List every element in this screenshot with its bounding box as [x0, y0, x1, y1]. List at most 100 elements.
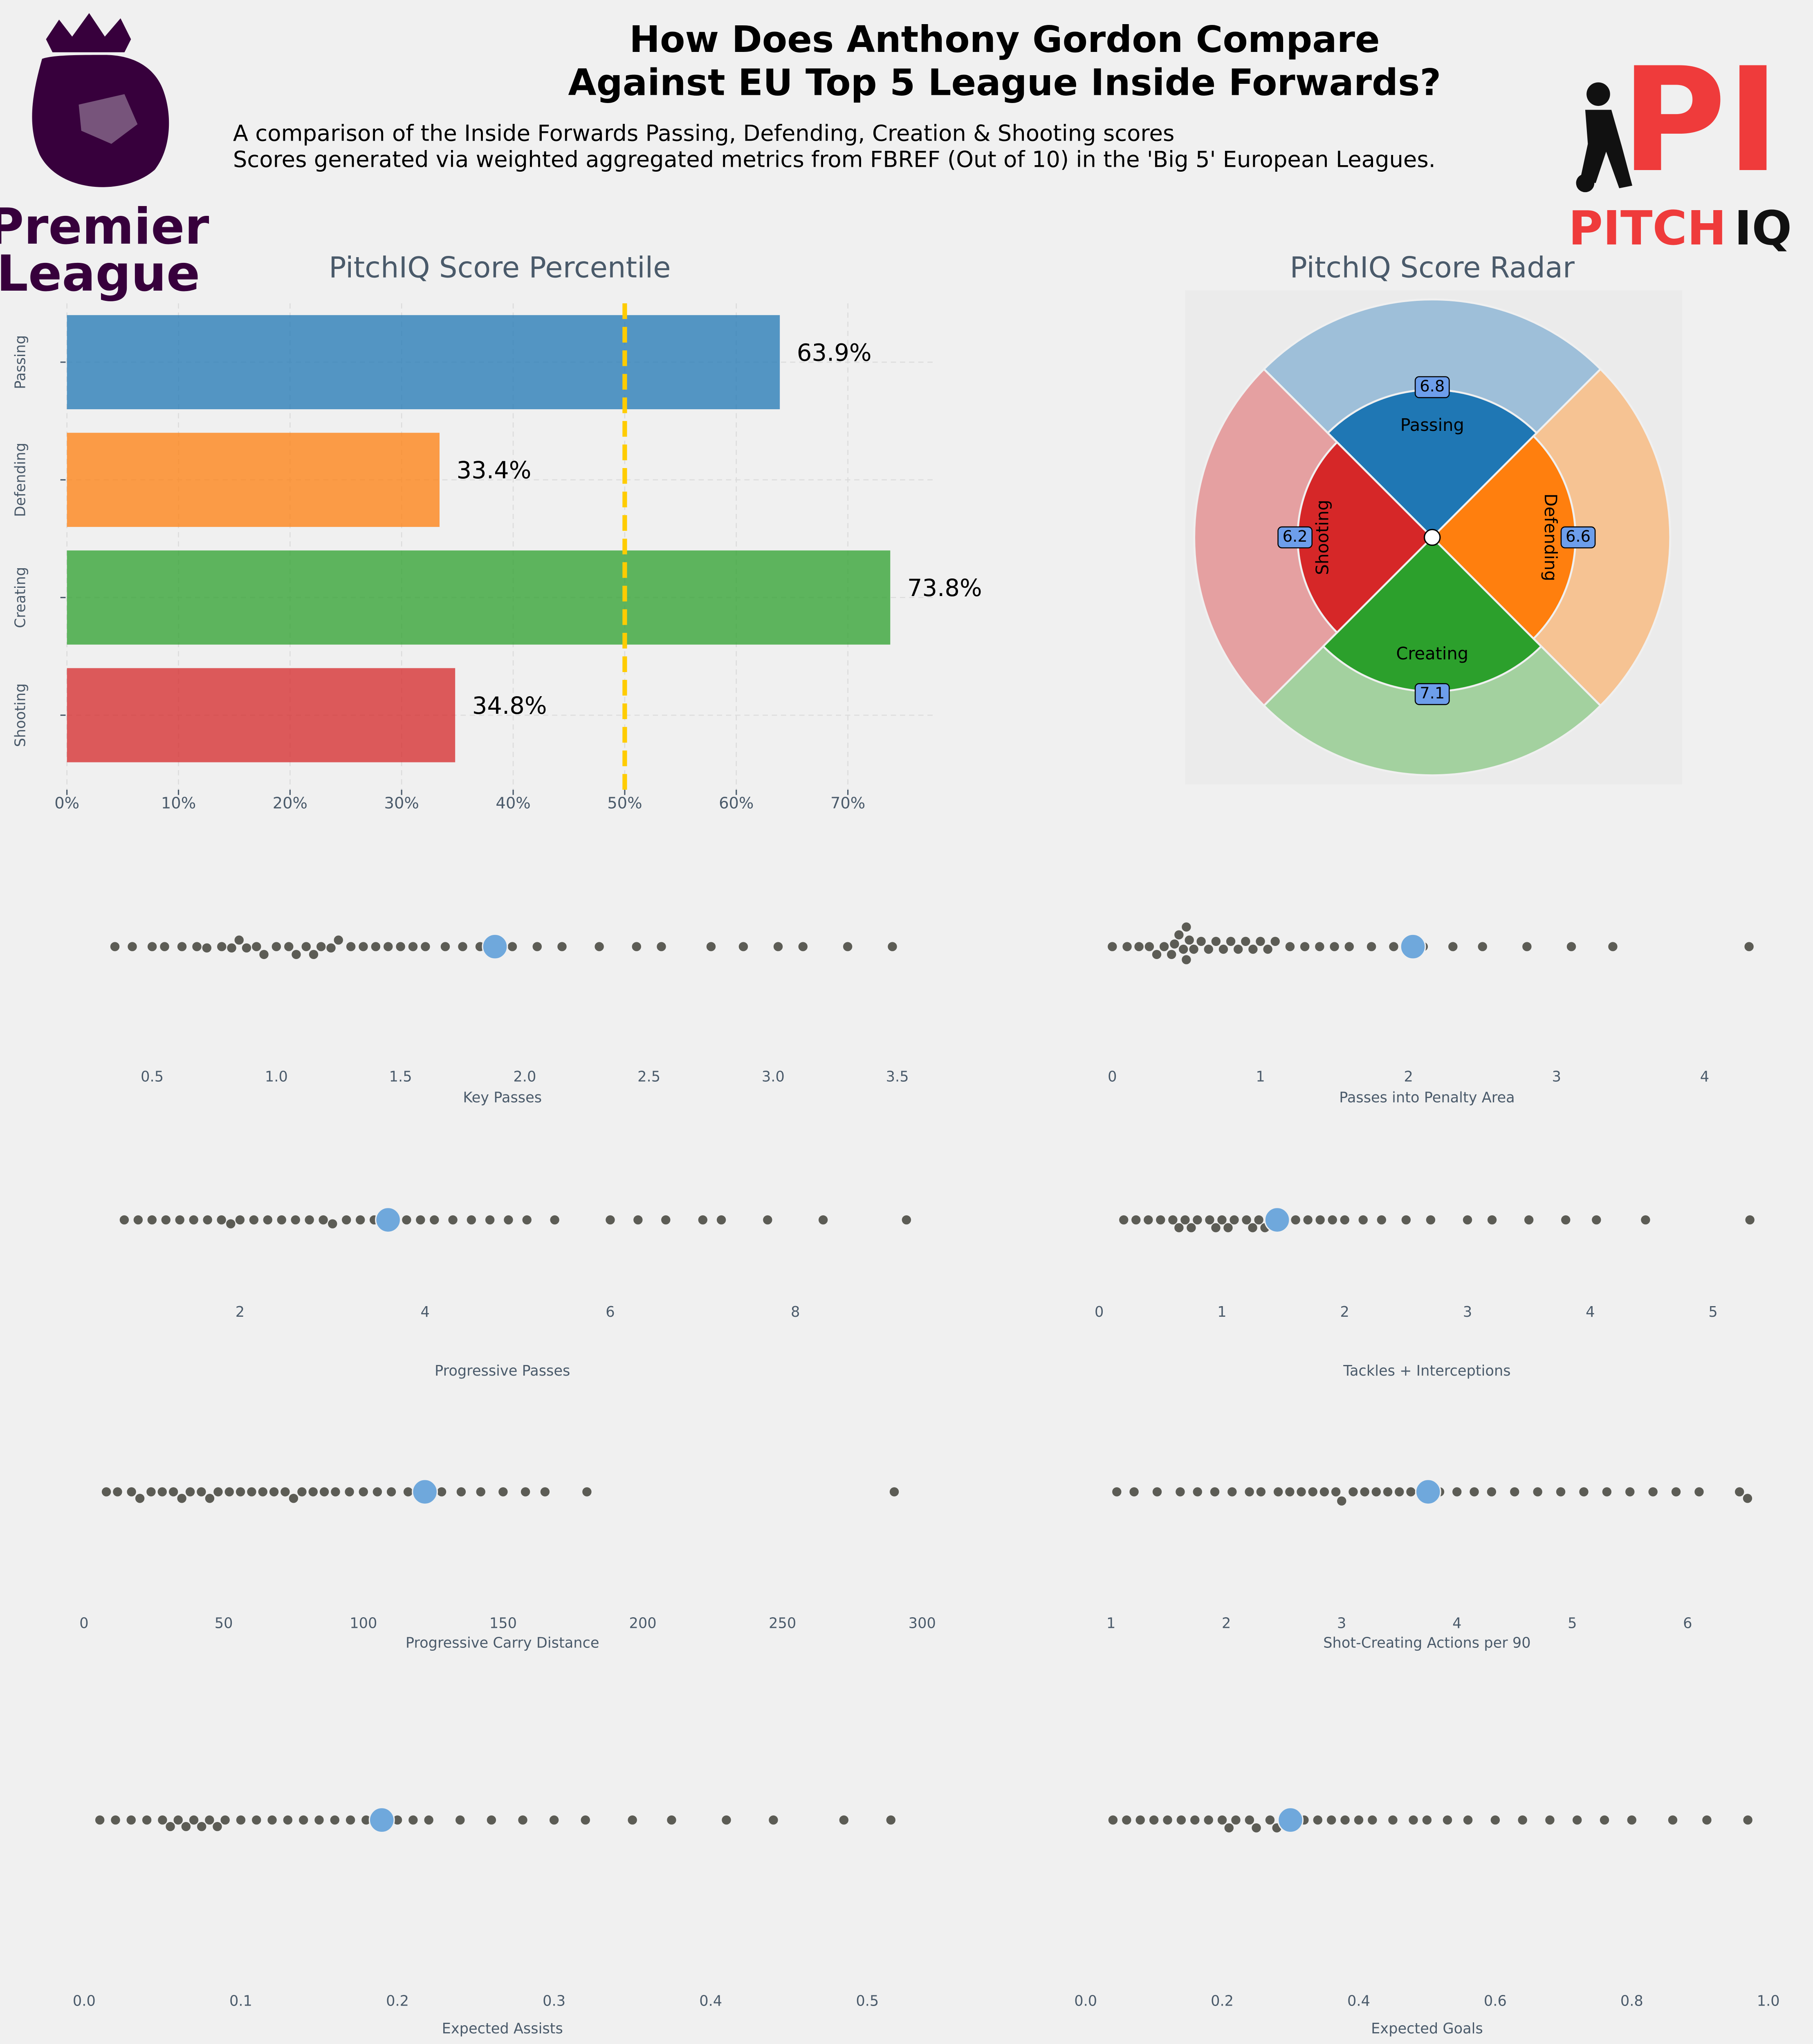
swarm-dot	[1326, 1814, 1337, 1826]
swarm-dot	[1181, 921, 1192, 932]
value-label: 33.4%	[457, 457, 532, 484]
swarm-dot	[290, 1214, 301, 1226]
swarm-dot	[1209, 1486, 1221, 1497]
x-tick-label: 0.8	[1620, 1993, 1643, 2010]
swarm-dot	[358, 941, 369, 952]
swarm-dot	[126, 1814, 137, 1826]
swarm-dot	[768, 1814, 779, 1826]
x-tick-label: 3	[1552, 1068, 1561, 1085]
swarm-dot	[581, 1486, 592, 1497]
swarm-dot	[1336, 1495, 1347, 1506]
swarm-dot	[772, 941, 784, 952]
category-label: Creating	[1396, 643, 1468, 663]
swarm-dot	[1244, 1486, 1255, 1497]
swarm-dot	[318, 1214, 329, 1226]
swarm-dot	[176, 941, 188, 952]
value-label: 6.6	[1566, 527, 1591, 546]
swarm-dot	[1625, 1486, 1636, 1497]
category-label: Shooting	[1313, 500, 1333, 575]
x-tick-label: 6	[1683, 1615, 1692, 1632]
swarm-dot	[1135, 1814, 1146, 1826]
swarm-dot	[1184, 935, 1195, 946]
x-tick-label: 8	[791, 1304, 800, 1320]
swarm-dot	[1151, 949, 1162, 960]
swarm-dot	[423, 1814, 434, 1826]
x-tick-label: 250	[769, 1615, 796, 1632]
swarm-dot	[738, 941, 749, 952]
swarm-dot	[447, 1214, 458, 1226]
swarm-dot	[146, 1486, 157, 1497]
player-dot	[1400, 933, 1426, 960]
swarm-dot	[1490, 1814, 1501, 1826]
swarm-dot	[132, 1214, 144, 1226]
swarm-dot	[225, 1218, 236, 1229]
x-tick-label: 60%	[719, 794, 754, 812]
swarm-dot	[135, 1493, 146, 1504]
swarm-dot	[1270, 936, 1281, 947]
swarm-dot	[251, 941, 262, 952]
swarm-dot	[1329, 941, 1340, 952]
value-label: 73.8%	[907, 574, 982, 602]
x-tick-label: 50%	[607, 794, 642, 812]
swarm-dot	[1175, 1486, 1186, 1497]
swarm-dot	[101, 1486, 112, 1497]
value-label: 34.8%	[472, 692, 547, 719]
swarm-dot	[457, 941, 468, 952]
swarm-dot	[109, 941, 121, 952]
swarm-dot	[408, 1814, 419, 1826]
swarm-dot	[307, 1486, 319, 1497]
swarm-dot	[127, 941, 138, 952]
swarm-dot	[188, 1814, 200, 1826]
swarm-dot	[1555, 1486, 1566, 1497]
swarm-dot	[1180, 1214, 1191, 1226]
swarm-dot	[1155, 1214, 1166, 1226]
swarm-dot	[251, 1814, 262, 1826]
swarm-dot	[1143, 1214, 1154, 1226]
x-tick-label: 70%	[830, 794, 865, 812]
swarm-dot	[455, 1814, 466, 1826]
x-tick-label: 200	[629, 1615, 657, 1632]
swarm-dot	[520, 1486, 531, 1497]
swarm-dot	[605, 1214, 616, 1226]
swarm-dot	[440, 941, 451, 952]
swarm-dot	[235, 1486, 246, 1497]
x-tick-label: 1.0	[265, 1068, 288, 1085]
x-tick-label: 2.0	[513, 1068, 536, 1085]
swarm-dot	[395, 941, 406, 952]
swarm-dot	[291, 949, 302, 960]
swarm-dot	[1626, 1814, 1637, 1826]
swarm-dot	[204, 1493, 215, 1504]
x-tick-label: 2	[1340, 1304, 1349, 1320]
swarm-dot	[1452, 1486, 1463, 1497]
swarm-dot	[1742, 1814, 1753, 1826]
swarm-dot	[157, 1814, 168, 1826]
swarm-dot	[329, 1814, 340, 1826]
swarm-dot	[1223, 1222, 1234, 1233]
swarm-dot	[112, 1486, 123, 1497]
swarm-dot	[1218, 944, 1229, 955]
x-tick-label: 0.2	[1211, 1993, 1234, 2010]
swarm-dot	[1315, 1214, 1326, 1226]
swarm-dot	[147, 941, 158, 952]
swarm-dot	[1144, 941, 1155, 952]
swarm-dot	[1299, 941, 1310, 952]
swarm-dot	[797, 941, 808, 952]
swarm-dot	[1251, 1822, 1262, 1833]
value-label: 63.9%	[797, 339, 872, 366]
swarm-dot	[1255, 1486, 1266, 1497]
swarm-dot	[1367, 1814, 1378, 1826]
swarm-dot	[283, 941, 294, 952]
swarm-dot	[716, 1214, 727, 1226]
swarm-dot	[1240, 936, 1251, 947]
x-tick-label: 20%	[273, 794, 307, 812]
y-tick-label: Passing	[12, 335, 29, 389]
logo-mark: PI	[1621, 36, 1780, 204]
swarm-dot	[308, 949, 319, 960]
player-dot	[482, 933, 508, 960]
swarm-dot	[838, 1814, 849, 1826]
swarm-dot	[1162, 1814, 1173, 1826]
swarm-dot	[475, 1486, 486, 1497]
swarm-dot	[1107, 1814, 1119, 1826]
swarm-dot	[180, 1821, 191, 1832]
